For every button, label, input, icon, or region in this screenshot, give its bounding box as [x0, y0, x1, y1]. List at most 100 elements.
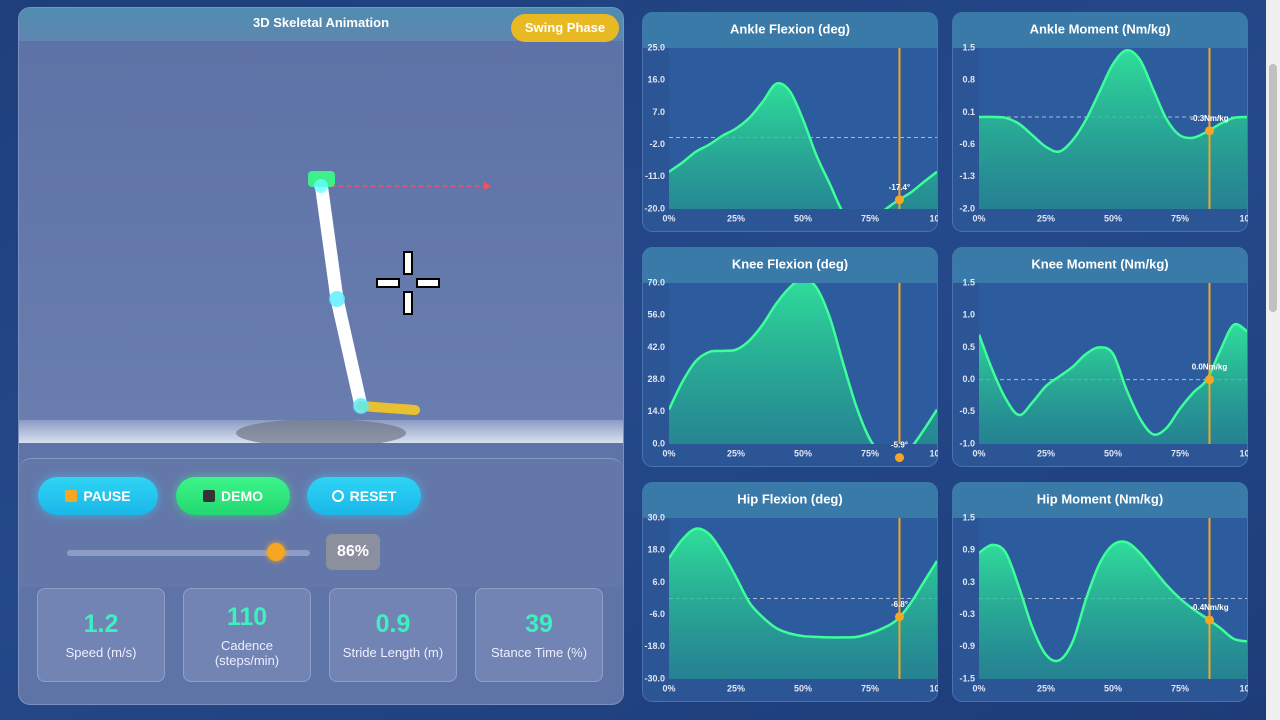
current-point	[1204, 375, 1214, 385]
x-tick-label: 50%	[794, 683, 812, 693]
x-tick-label: 25%	[1037, 213, 1055, 223]
x-tick-label: 25%	[1037, 448, 1055, 458]
y-tick-label: -1.0	[959, 438, 975, 448]
ankle-joint	[353, 398, 369, 414]
line	[979, 48, 1247, 153]
y-tick-label: 1.5	[962, 512, 975, 522]
stat-value: 39	[525, 610, 553, 638]
reset-button[interactable]: RESET	[307, 477, 421, 515]
x-tick-label: 0%	[972, 213, 985, 223]
line	[669, 82, 937, 209]
current-point	[894, 453, 904, 463]
line	[669, 527, 937, 639]
cursor	[376, 251, 440, 315]
button-label: RESET	[349, 488, 397, 504]
x-tick-label: 100	[929, 448, 938, 458]
x-tick-label: 75%	[1171, 683, 1189, 693]
x-tick-label: 50%	[794, 213, 812, 223]
scene: 3D Skeletal Animation Swing Phase	[19, 8, 623, 447]
x-tick-label: 50%	[794, 448, 812, 458]
x-tick-label: 100	[1239, 448, 1248, 458]
x-tick-label: 25%	[1037, 683, 1055, 693]
y-tick-label: 42.0	[647, 342, 665, 352]
y-tick-label: 0.5	[962, 342, 975, 352]
stat-value: 110	[226, 602, 268, 631]
y-tick-label: 25.0	[647, 42, 665, 52]
chart-panel: Knee Flexion (deg) 70.0 56.0 42.0 28.0 14.0 0.…	[642, 247, 938, 467]
slider-thumb[interactable]	[266, 543, 285, 561]
controls: PAUSE DEMO RESET 86%	[19, 458, 623, 587]
foot	[356, 401, 420, 415]
chart-panel: Ankle Flexion (deg) 25.0 16.0 7.0 -2.0 -11.0 -…	[642, 12, 938, 232]
current-point	[894, 612, 904, 622]
x-tick-label: 75%	[1171, 448, 1189, 458]
chart-title: Knee Flexion (deg)	[732, 256, 848, 271]
y-tick-label: 0.3	[962, 577, 975, 587]
x-tick-label: 100	[1239, 213, 1248, 223]
x-tick-label: 0%	[662, 683, 675, 693]
y-tick-label: 1.5	[962, 42, 975, 52]
knee-joint	[329, 291, 345, 307]
current-point	[1204, 615, 1214, 625]
chart: Knee Flexion (deg) 70.0 56.0 42.0 28.0 14.0 0.…	[642, 247, 938, 467]
y-tick-label: -11.0	[645, 171, 665, 181]
stat-label: Speed (m/s)	[65, 645, 137, 660]
panel-header	[642, 482, 937, 518]
x-tick-label: 0%	[662, 213, 675, 223]
current-label: -17.4°	[889, 183, 910, 192]
y-tick-label: 28.0	[647, 374, 665, 384]
chart-title: Ankle Flexion (deg)	[730, 21, 850, 36]
x-tick-label: 75%	[861, 213, 879, 223]
area	[669, 83, 937, 209]
stat-card: 0.9 Stride Length (m)	[329, 588, 457, 682]
chart-panel: Knee Moment (Nm/kg) 1.5 1.0 0.5 0.0 -0.5 -1.0 0…	[952, 247, 1248, 467]
y-tick-label: 1.0	[962, 310, 975, 320]
scrollbar[interactable]	[1266, 0, 1280, 720]
stat-card: 39 Stance Time (%)	[475, 588, 603, 682]
x-tick-label: 100	[929, 683, 938, 693]
x-tick-label: 50%	[1104, 213, 1122, 223]
area	[669, 283, 937, 444]
y-tick-label: -2.0	[649, 139, 665, 149]
x-tick-label: 0%	[972, 448, 985, 458]
y-tick-label: 18.0	[647, 545, 665, 555]
button-label: PAUSE	[83, 488, 131, 504]
stat-value: 1.2	[83, 610, 119, 638]
stat-label: Cadence (steps/min)	[214, 637, 280, 668]
line	[979, 322, 1247, 436]
y-tick-label: 0.9	[962, 545, 975, 555]
arrow-head	[484, 182, 491, 190]
panel-header	[952, 12, 1247, 48]
chart-panel: Hip Flexion (deg) 30.0 18.0 6.0 -6.0 -18.0 -30…	[642, 482, 938, 702]
stat-card: 1.2 Speed (m/s)	[37, 588, 165, 682]
chart: Hip Moment (Nm/kg) 1.5 0.9 0.3 -0.3 -0.9 -1.50…	[952, 482, 1248, 702]
scroll-thumb[interactable]	[1269, 64, 1277, 312]
current-point	[894, 195, 904, 205]
panel-header	[952, 247, 1247, 283]
y-tick-label: -0.6	[959, 139, 975, 149]
chart-title: Hip Flexion (deg)	[737, 491, 842, 506]
y-tick-label: -20.0	[644, 203, 665, 213]
y-tick-label: -6.0	[649, 609, 665, 619]
panel-header	[642, 12, 937, 48]
panel-header	[642, 247, 937, 283]
pause-button[interactable]: PAUSE	[38, 477, 158, 515]
y-tick-label: 1.5	[962, 277, 975, 287]
demo-button[interactable]: DEMO	[176, 477, 290, 515]
current-label: -0.3Nm/kg	[1190, 114, 1228, 123]
animation-panel: 3D Skeletal Animation Swing Phase PAUSE …	[18, 7, 624, 705]
chart: Hip Flexion (deg) 30.0 18.0 6.0 -6.0 -18.0 -30…	[642, 482, 938, 702]
chart: Ankle Flexion (deg) 25.0 16.0 7.0 -2.0 -11.0 -…	[642, 12, 938, 232]
current-label: -5.9°	[891, 441, 908, 450]
x-tick-label: 0%	[662, 448, 675, 458]
x-tick-label: 25%	[727, 213, 745, 223]
slider-track[interactable]	[67, 550, 310, 556]
y-tick-label: 6.0	[652, 577, 665, 587]
x-tick-label: 75%	[861, 683, 879, 693]
x-tick-label: 100	[1239, 683, 1248, 693]
y-tick-label: -0.9	[959, 641, 975, 651]
area	[979, 50, 1247, 209]
shank	[330, 292, 368, 413]
y-tick-label: 30.0	[647, 512, 665, 522]
